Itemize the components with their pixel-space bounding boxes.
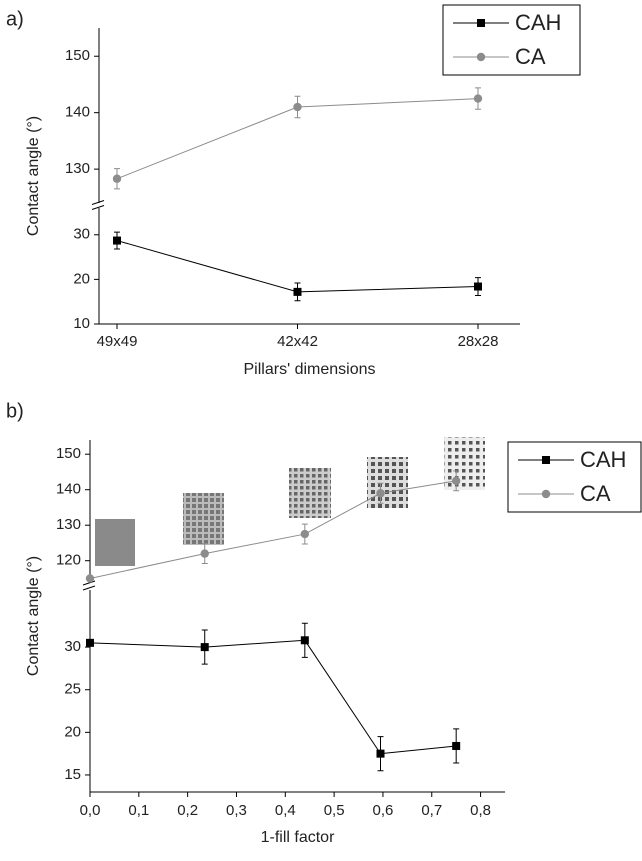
- y-tick-label: 130: [65, 160, 90, 177]
- legend-marker: [542, 456, 550, 464]
- y-tick-label: 15: [64, 766, 81, 783]
- axis-break: [82, 580, 96, 586]
- legend-label: CAH: [515, 10, 561, 35]
- legend-label: CA: [515, 44, 546, 69]
- panel-label: b): [6, 400, 24, 422]
- axis-break: [82, 585, 96, 591]
- data-point: [474, 282, 482, 291]
- y-tick-label: 25: [64, 681, 81, 698]
- y-tick-label: 130: [56, 516, 81, 533]
- data-point: [85, 574, 95, 583]
- data-point: [473, 94, 483, 103]
- x-tick-label: 0,2: [177, 802, 198, 819]
- x-tick-label: 0,8: [470, 802, 491, 819]
- inset-image: [95, 519, 135, 566]
- y-tick-label: 150: [56, 445, 81, 462]
- axis-break: [91, 200, 105, 205]
- data-point: [200, 549, 209, 558]
- data-point: [376, 749, 385, 758]
- legend-box: [507, 441, 642, 513]
- data-point: [452, 741, 461, 750]
- y-tick-label: 120: [56, 552, 81, 569]
- inset-image: [289, 468, 331, 518]
- data-point: [112, 174, 122, 183]
- x-tick-label: 0,4: [275, 802, 296, 819]
- x-axis-label: 1-fill factor: [261, 829, 335, 846]
- y-tick-label: 20: [73, 270, 90, 287]
- data-point: [451, 476, 461, 486]
- x-tick-label: 0,3: [226, 802, 247, 819]
- legend-marker: [477, 19, 485, 27]
- data-point: [300, 636, 309, 645]
- y-tick-label: 30: [73, 226, 90, 243]
- y-tick-label: 150: [65, 47, 90, 64]
- x-tick-label: 0,0: [80, 802, 101, 819]
- legend-box: [442, 4, 581, 76]
- legend-label: CA: [580, 481, 611, 506]
- y-tick-label: 10: [73, 315, 90, 332]
- panel-label: a): [6, 8, 24, 30]
- x-tick-label: 0,1: [128, 802, 149, 819]
- x-tick-label: 28x28: [458, 333, 499, 350]
- legend-marker: [541, 489, 551, 499]
- legend-marker: [476, 52, 486, 62]
- inset-image: [183, 493, 224, 545]
- y-tick-label: 30: [64, 638, 81, 655]
- data-point: [86, 638, 94, 647]
- x-tick-label: 0,5: [324, 802, 345, 819]
- legend-label: CAH: [580, 447, 626, 472]
- data-point: [293, 102, 302, 112]
- x-axis-label: Pillars' dimensions: [244, 361, 376, 378]
- inset-image: [367, 457, 408, 508]
- data-point: [113, 236, 121, 245]
- x-tick-label: 49x49: [97, 333, 138, 350]
- x-tick-label: 42x42: [277, 333, 318, 350]
- y-tick-label: 140: [65, 104, 90, 121]
- x-tick-label: 0,7: [421, 802, 442, 819]
- y-axis-label: Contact angle (°): [25, 116, 42, 236]
- data-point: [376, 489, 385, 498]
- y-axis-label: Contact angle (°): [25, 556, 42, 676]
- data-point: [200, 643, 209, 652]
- y-tick-label: 140: [56, 481, 81, 498]
- series-line: [89, 639, 457, 755]
- axis-break: [91, 205, 105, 210]
- y-tick-label: 20: [64, 723, 81, 740]
- data-point: [300, 529, 310, 539]
- insets: [95, 437, 485, 566]
- data-point: [293, 287, 302, 296]
- inset-image: [444, 437, 485, 490]
- x-tick-label: 0,6: [373, 802, 394, 819]
